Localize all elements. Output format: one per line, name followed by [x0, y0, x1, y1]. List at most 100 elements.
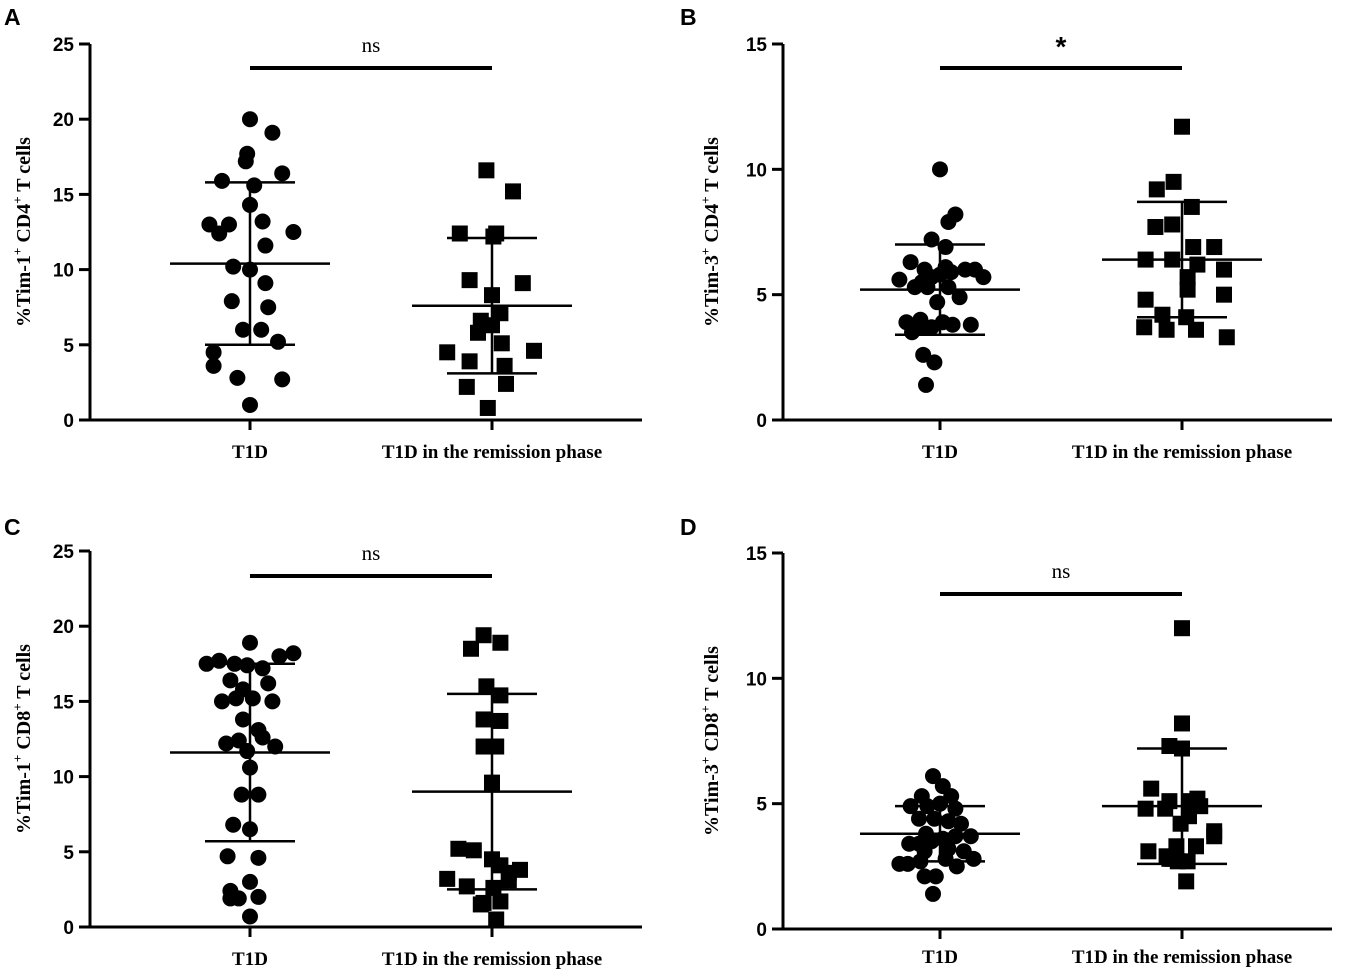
data-point-square [500, 872, 517, 889]
data-point-square [1172, 815, 1189, 832]
data-point-square [492, 305, 509, 322]
significance-label: * [1056, 31, 1067, 62]
data-point-circle [951, 289, 968, 306]
data-point-square [1147, 218, 1164, 235]
series-t1d [860, 161, 1020, 393]
data-point-circle [891, 271, 908, 288]
data-point-square [526, 342, 542, 359]
y-tick-label: 10 [746, 669, 767, 690]
data-point-circle [205, 357, 222, 374]
data-point-circle [925, 885, 941, 902]
y-label-part: T cells [701, 646, 723, 705]
data-point-circle [285, 224, 302, 240]
data-point-circle [899, 855, 916, 872]
data-point-square [488, 911, 505, 928]
data-point-square [1179, 269, 1196, 286]
x-category-label: T1D in the remission phase [1072, 442, 1292, 463]
data-point-square [1174, 620, 1190, 637]
data-point-circle [940, 279, 957, 296]
data-point-square [1164, 216, 1181, 233]
data-point-circle [244, 690, 261, 707]
data-point-circle [205, 344, 222, 361]
data-point-circle [925, 768, 941, 785]
y-label-part: CD4 [13, 204, 35, 248]
data-point-circle [242, 908, 258, 925]
data-point-circle [965, 850, 982, 867]
y-label-part: CD8 [13, 711, 35, 755]
y-label-superscript: + [698, 196, 713, 203]
y-tick-label: 5 [63, 336, 74, 357]
y-label-superscript: + [10, 755, 25, 762]
data-point-circle [274, 165, 291, 182]
data-point-circle [254, 729, 271, 746]
data-point-square [1165, 173, 1182, 190]
y-label-part: CD8 [701, 713, 723, 757]
data-point-square [485, 879, 502, 896]
data-point-circle [274, 371, 291, 388]
data-point-circle [242, 111, 258, 128]
data-point-square [1140, 843, 1157, 860]
series-t1d-remission [1102, 620, 1262, 890]
data-point-square [496, 357, 513, 374]
series-t1d-remission [412, 162, 572, 416]
panel-letter: A [4, 4, 21, 30]
data-point-circle [254, 213, 271, 230]
data-point-square [1216, 261, 1232, 278]
data-point-square [1136, 319, 1153, 336]
data-point-circle [932, 161, 948, 178]
series-t1d-remission [412, 627, 572, 928]
data-point-circle [264, 124, 281, 141]
data-point-circle [929, 294, 946, 311]
data-point-square [1174, 118, 1190, 135]
x-category-label: T1D [232, 442, 268, 463]
data-point-circle [246, 177, 263, 194]
data-point-square [1174, 715, 1190, 732]
data-point-circle [975, 269, 992, 286]
data-point-square [492, 857, 509, 874]
data-point-square [492, 893, 509, 910]
data-point-circle [953, 815, 969, 832]
data-point-circle [242, 396, 258, 413]
data-point-circle [267, 738, 284, 755]
data-point-circle [219, 848, 236, 865]
y-tick-label: 5 [756, 286, 767, 307]
data-point-circle [225, 816, 242, 833]
y-tick-label: 5 [63, 843, 74, 864]
data-point-circle [222, 672, 239, 689]
data-point-circle [926, 354, 943, 371]
data-point-circle [237, 153, 254, 170]
y-label-superscript: + [10, 196, 25, 203]
data-point-circle [211, 652, 228, 669]
y-tick-label: 5 [756, 795, 767, 816]
data-point-circle [214, 693, 230, 710]
data-point-square [493, 335, 510, 352]
data-point-circle [916, 868, 933, 885]
significance-label: ns [1052, 559, 1071, 583]
y-tick-label: 15 [746, 544, 768, 565]
x-category-label: T1D [232, 949, 268, 970]
data-point-circle [260, 675, 277, 692]
data-point-square [1179, 281, 1196, 298]
data-point-circle [264, 693, 281, 710]
significance-label: ns [362, 33, 381, 57]
data-point-square [463, 640, 479, 657]
panel-letter: B [680, 4, 697, 30]
data-point-circle [235, 321, 251, 338]
data-point-square [1218, 329, 1235, 346]
data-point-square [492, 712, 509, 729]
data-point-square [475, 711, 492, 728]
y-tick-label: 10 [53, 768, 74, 789]
series-t1d [170, 111, 330, 413]
data-point-circle [225, 258, 242, 275]
data-point-square [461, 272, 478, 289]
y-tick-label: 0 [63, 918, 74, 939]
data-point-circle [250, 888, 267, 905]
data-point-circle [932, 795, 948, 812]
data-point-circle [943, 788, 960, 805]
data-point-circle [940, 813, 957, 830]
data-point-square [1206, 828, 1223, 845]
y-tick-label: 10 [53, 261, 74, 282]
data-point-square [461, 353, 478, 370]
data-point-circle [250, 786, 267, 803]
